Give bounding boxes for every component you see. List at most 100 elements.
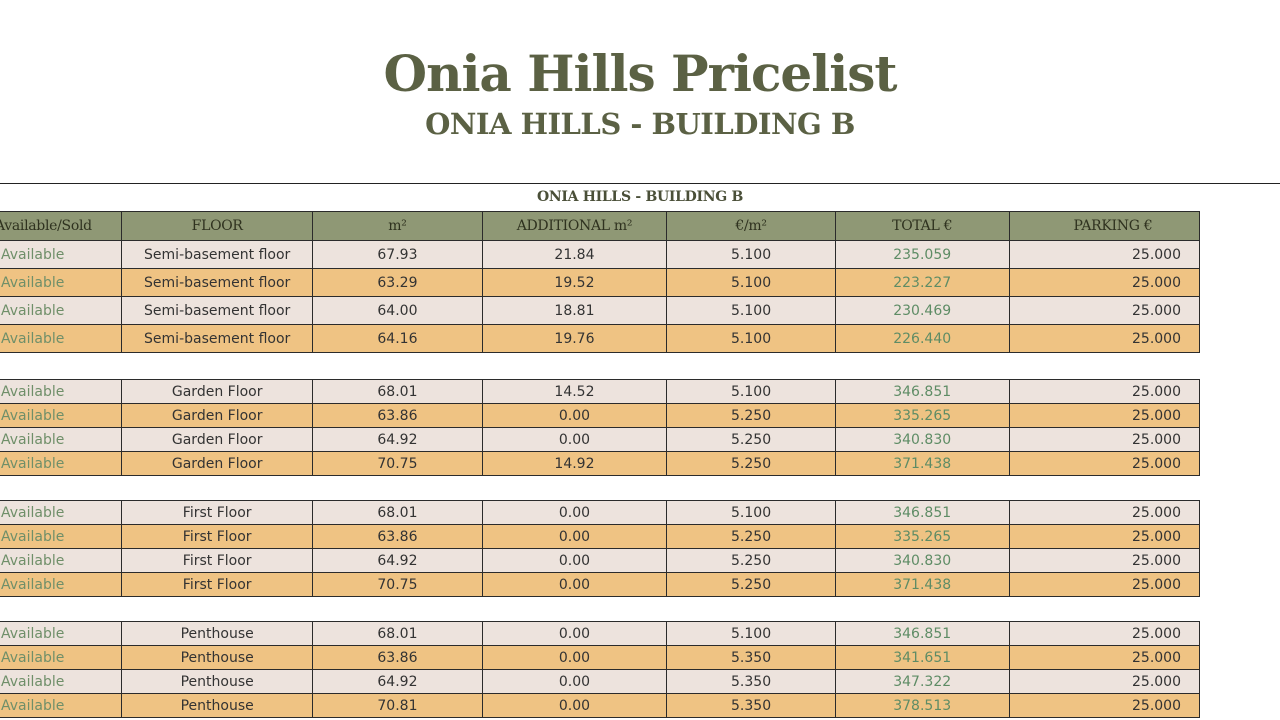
spacer-cell bbox=[0, 475, 1200, 501]
floor-cell: Semi-basement floor bbox=[121, 268, 314, 297]
total-price-cell: 226.440 bbox=[834, 324, 1010, 353]
price-per-m2-cell: 5.250 bbox=[666, 451, 836, 476]
total-price-cell: 371.438 bbox=[834, 572, 1010, 597]
pricelist-table-container: ONIA HILLS - BUILDING B Available/Sold F… bbox=[0, 183, 1280, 720]
total-price-cell: 346.851 bbox=[834, 500, 1010, 525]
table-row: Available Garden Floor 68.01 14.52 5.100 346.… bbox=[0, 379, 1201, 404]
price-per-m2-cell: 5.250 bbox=[666, 403, 836, 428]
total-price-cell: 378.513 bbox=[834, 693, 1010, 718]
additional-area-cell: 21.84 bbox=[481, 240, 668, 269]
column-header-parking: PARKING € bbox=[1008, 211, 1201, 241]
status-cell: Available bbox=[0, 240, 123, 269]
table-row: Available Semi-basement floor 64.00 18.81 5.… bbox=[0, 296, 1201, 325]
additional-area-cell: 14.92 bbox=[481, 451, 668, 476]
price-per-m2-cell: 5.100 bbox=[666, 268, 836, 297]
total-price-cell: 335.265 bbox=[834, 403, 1010, 428]
additional-area-cell: 0.00 bbox=[481, 572, 668, 597]
status-cell: Available bbox=[0, 451, 123, 476]
table-row: Available First Floor 70.75 0.00 5.250 371.43… bbox=[0, 572, 1201, 597]
area-cell: 64.92 bbox=[312, 669, 483, 694]
page-title: Onia Hills Pricelist bbox=[383, 44, 898, 103]
price-per-m2-cell: 5.250 bbox=[666, 572, 836, 597]
parking-price-cell: 25.000 bbox=[1008, 572, 1201, 597]
table-row: Available First Floor 63.86 0.00 5.250 335.26… bbox=[0, 524, 1201, 549]
price-per-m2-cell: 5.250 bbox=[666, 524, 836, 549]
total-price-cell: 235.059 bbox=[834, 240, 1010, 269]
status-cell: Available bbox=[0, 548, 123, 573]
group-spacer-row bbox=[0, 352, 1200, 380]
page-subtitle: ONIA HILLS - BUILDING B bbox=[425, 107, 855, 141]
status-cell: Available bbox=[0, 268, 123, 297]
area-cell: 64.16 bbox=[312, 324, 483, 353]
additional-area-cell: 0.00 bbox=[481, 524, 668, 549]
total-price-cell: 340.830 bbox=[834, 548, 1010, 573]
area-cell: 68.01 bbox=[312, 379, 483, 404]
floor-cell: Penthouse bbox=[121, 669, 314, 694]
area-cell: 70.75 bbox=[312, 572, 483, 597]
table-row: Available Penthouse 70.81 0.00 5.350 378.513 2… bbox=[0, 693, 1201, 718]
additional-area-cell: 0.00 bbox=[481, 645, 668, 670]
status-cell: Available bbox=[0, 403, 123, 428]
additional-area-cell: 19.76 bbox=[481, 324, 668, 353]
total-price-cell: 341.651 bbox=[834, 645, 1010, 670]
area-cell: 64.92 bbox=[312, 427, 483, 452]
parking-price-cell: 25.000 bbox=[1008, 669, 1201, 694]
additional-area-cell: 0.00 bbox=[481, 621, 668, 646]
total-price-cell: 230.469 bbox=[834, 296, 1010, 325]
additional-area-cell: 0.00 bbox=[481, 427, 668, 452]
status-cell: Available bbox=[0, 427, 123, 452]
total-price-cell: 340.830 bbox=[834, 427, 1010, 452]
area-cell: 68.01 bbox=[312, 621, 483, 646]
additional-area-cell: 0.00 bbox=[481, 500, 668, 525]
table-row: Available Garden Floor 70.75 14.92 5.250 371.… bbox=[0, 451, 1201, 476]
status-cell: Available bbox=[0, 693, 123, 718]
floor-cell: Garden Floor bbox=[121, 427, 314, 452]
parking-price-cell: 25.000 bbox=[1008, 524, 1201, 549]
table-row: Available First Floor 64.92 0.00 5.250 340.83… bbox=[0, 548, 1201, 573]
price-per-m2-cell: 5.350 bbox=[666, 693, 836, 718]
parking-price-cell: 25.000 bbox=[1008, 548, 1201, 573]
price-per-m2-cell: 5.100 bbox=[666, 621, 836, 646]
additional-area-cell: 14.52 bbox=[481, 379, 668, 404]
status-cell: Available bbox=[0, 572, 123, 597]
price-per-m2-cell: 5.100 bbox=[666, 379, 836, 404]
column-header-floor: FLOOR bbox=[121, 211, 314, 241]
area-cell: 70.81 bbox=[312, 693, 483, 718]
area-cell: 67.93 bbox=[312, 240, 483, 269]
parking-price-cell: 25.000 bbox=[1008, 500, 1201, 525]
price-per-m2-cell: 5.350 bbox=[666, 645, 836, 670]
table-header-row: Available/Sold FLOOR m² ADDITIONAL m² €/… bbox=[0, 211, 1201, 241]
floor-cell: First Floor bbox=[121, 548, 314, 573]
floor-cell: First Floor bbox=[121, 524, 314, 549]
column-header-m2: m² bbox=[312, 211, 483, 241]
group-spacer-row bbox=[0, 596, 1200, 622]
area-cell: 68.01 bbox=[312, 500, 483, 525]
area-cell: 63.29 bbox=[312, 268, 483, 297]
area-cell: 64.00 bbox=[312, 296, 483, 325]
table-row: Available Semi-basement floor 67.93 21.84 5.… bbox=[0, 240, 1201, 269]
total-price-cell: 346.851 bbox=[834, 621, 1010, 646]
total-price-cell: 346.851 bbox=[834, 379, 1010, 404]
additional-area-cell: 0.00 bbox=[481, 693, 668, 718]
area-cell: 63.86 bbox=[312, 403, 483, 428]
table-row: Available Semi-basement floor 64.16 19.76 5.… bbox=[0, 324, 1201, 353]
status-cell: Available bbox=[0, 524, 123, 549]
table-row: Available Semi-basement floor 63.29 19.52 5.… bbox=[0, 268, 1201, 297]
column-header-price-per-m2: €/m² bbox=[666, 211, 836, 241]
additional-area-cell: 18.81 bbox=[481, 296, 668, 325]
parking-price-cell: 25.000 bbox=[1008, 693, 1201, 718]
price-per-m2-cell: 5.350 bbox=[666, 669, 836, 694]
floor-cell: Penthouse bbox=[121, 693, 314, 718]
price-per-m2-cell: 5.100 bbox=[666, 240, 836, 269]
parking-price-cell: 25.000 bbox=[1008, 645, 1201, 670]
parking-price-cell: 25.000 bbox=[1008, 451, 1201, 476]
table-row: Available First Floor 68.01 0.00 5.100 346.85… bbox=[0, 500, 1201, 525]
area-cell: 70.75 bbox=[312, 451, 483, 476]
parking-price-cell: 25.000 bbox=[1008, 324, 1201, 353]
floor-cell: Semi-basement floor bbox=[121, 240, 314, 269]
floor-cell: Penthouse bbox=[121, 645, 314, 670]
parking-price-cell: 25.000 bbox=[1008, 240, 1201, 269]
table-row: Available Penthouse 64.92 0.00 5.350 347.322 2… bbox=[0, 669, 1201, 694]
table-row: Available Penthouse 68.01 0.00 5.100 346.851 2… bbox=[0, 621, 1201, 646]
table-caption: ONIA HILLS - BUILDING B bbox=[0, 183, 1280, 211]
